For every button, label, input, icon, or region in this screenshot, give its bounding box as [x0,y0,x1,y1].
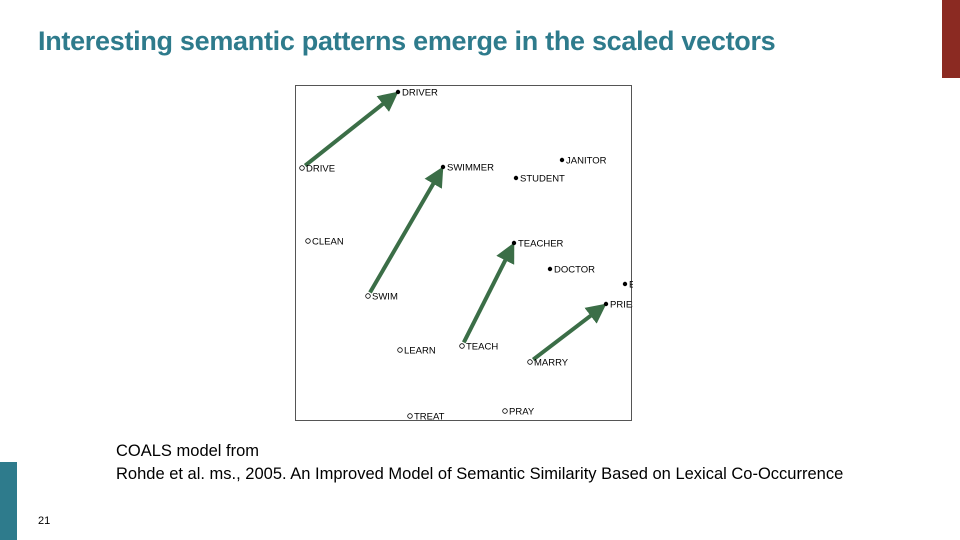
point-marker-teacher [511,240,517,246]
point-label-bride: BRIDE [629,280,633,291]
point-marker-treat [407,413,413,419]
slide-title: Interesting semantic patterns emerge in … [38,26,776,56]
point-marker-drive [299,165,305,171]
point-driver: DRIVER [395,88,438,99]
point-label-driver: DRIVER [402,88,438,99]
point-marker-doctor [547,266,553,272]
point-clean: CLEAN [305,237,344,248]
point-swimmer: SWIMMER [440,163,494,174]
point-learn: LEARN [397,346,436,357]
point-marry: MARRY [527,358,569,369]
point-label-treat: TREAT [414,412,445,423]
point-label-swimmer: SWIMMER [447,163,494,174]
point-label-janitor: JANITOR [566,156,607,167]
figure-caption: COALS model from Rohde et al. ms., 2005.… [116,440,843,486]
arrow-teach-to-teacher [462,242,515,344]
point-pray: PRAY [502,407,535,418]
point-marker-janitor [559,157,565,163]
point-label-teacher: TEACHER [518,239,564,250]
point-marker-teach [459,343,465,349]
top-accent-bar [942,0,960,78]
point-marker-marry [527,359,533,365]
point-marker-bride [622,281,628,287]
arrow-drive-to-driver [303,91,399,168]
point-label-clean: CLEAN [312,237,344,248]
point-marker-driver [395,89,401,95]
point-label-swim: SWIM [372,292,398,303]
point-label-student: STUDENT [520,174,565,185]
caption-line-2: Rohde et al. ms., 2005. An Improved Mode… [116,465,844,483]
point-marker-priest [603,301,609,307]
bottom-accent-bar [0,462,17,540]
point-label-learn: LEARN [404,346,436,357]
point-label-priest: PRIEST [610,300,633,311]
point-label-doctor: DOCTOR [554,265,595,276]
point-priest: PRIEST [603,300,633,311]
point-marker-clean [305,238,311,244]
point-janitor: JANITOR [559,156,607,167]
point-teacher: TEACHER [511,239,564,250]
point-marker-learn [397,347,403,353]
point-marker-swimmer [440,164,446,170]
point-label-teach: TEACH [466,342,498,353]
point-label-drive: DRIVE [306,164,335,175]
point-bride: BRIDE [622,280,633,291]
semantic-vector-plot: DRIVER DRIVE SWIMMER JANITOR STUDENT CLEAN TEA… [295,85,633,423]
point-doctor: DOCTOR [547,265,595,276]
point-marker-pray [502,408,508,414]
arrow-swim-to-swimmer [368,166,444,294]
point-teach: TEACH [459,342,498,353]
caption-line-1: COALS model from [116,442,260,460]
point-treat: TREAT [407,412,445,423]
point-swim: SWIM [365,292,398,303]
arrow-layer [303,91,607,362]
point-drive: DRIVE [299,164,335,175]
point-label-pray: PRAY [509,407,535,418]
slide-number: 21 [38,515,51,527]
arrow-marry-to-priest [531,303,607,362]
point-label-marry: MARRY [534,358,569,369]
point-marker-student [513,175,519,181]
point-student: STUDENT [513,174,565,185]
point-marker-swim [365,293,371,299]
